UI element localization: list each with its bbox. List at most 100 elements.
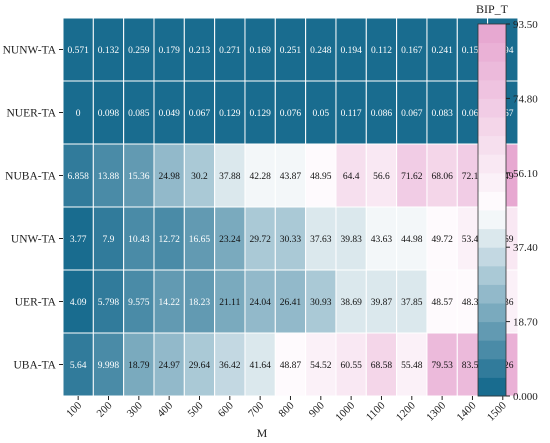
heatmap-cell <box>335 17 367 82</box>
heatmap-cell <box>153 80 185 145</box>
heatmap-cell <box>396 17 428 82</box>
cell-value-label: 71.62 <box>401 172 423 182</box>
colorbar-segment <box>478 117 506 137</box>
cell-value-label: 0.169 <box>249 46 271 56</box>
x-tick-label: 500 <box>185 399 206 420</box>
cell-value-label: 30.93 <box>310 298 332 308</box>
heatmap-cell <box>62 332 94 397</box>
cell-value-label: 0.085 <box>128 109 150 119</box>
cell-value-label: 0.05 <box>312 109 329 119</box>
colorbar: 0.000 18.70 37.40 56.10 74.80 93.50 <box>477 19 538 403</box>
colorbar-segment <box>478 321 506 341</box>
cell-value-label: 21.11 <box>219 298 240 308</box>
y-tick-labels: NUNW-TA NUER-TA NUBA-TA UNW-TA UER-TA UBA-TA <box>3 45 63 372</box>
cell-value-label: 29.72 <box>249 235 271 245</box>
cell-value-label: 39.83 <box>340 235 362 245</box>
cell-value-label: 18.79 <box>128 361 150 371</box>
cell-value-label: 72.15 <box>462 172 484 182</box>
cell-value-label: 30.2 <box>191 172 208 182</box>
colorbar-segment <box>478 377 506 397</box>
colorbar-frame <box>477 23 507 397</box>
cell-value-label: 83.56 <box>462 361 484 371</box>
cell-value-label: 0.132 <box>98 46 120 56</box>
x-tick-label: 1400 <box>455 399 479 423</box>
colorbar-segment <box>478 98 506 118</box>
heatmap-cell <box>214 332 246 397</box>
cell-value-label: 0.167 <box>401 46 423 56</box>
heatmap-cell <box>335 143 367 208</box>
cell-value-label: 0.213 <box>189 46 211 56</box>
heatmap-cell <box>426 143 458 208</box>
cell-value-label: 48.95 <box>310 172 332 182</box>
cell-value-label: 53.46 <box>462 235 484 245</box>
cell-value-label: 0.271 <box>219 46 241 56</box>
cell-value-label: 18.23 <box>189 298 211 308</box>
colorbar-segment <box>478 135 506 155</box>
colorbar-segment <box>478 247 506 267</box>
heatmap-cell <box>92 206 125 271</box>
cell-value-label: 5.64 <box>70 361 87 371</box>
cell-value-label: 0.067 <box>189 109 211 119</box>
colorbar-segment <box>478 265 506 285</box>
heatmap-cell <box>123 206 155 271</box>
cell-value-label: 48.87 <box>280 361 302 371</box>
y-tick-label: UBA-TA <box>13 360 56 372</box>
heatmap-cell <box>274 332 307 397</box>
x-tick-label: 1300 <box>424 399 448 423</box>
x-tick-label: 200 <box>94 399 115 420</box>
colorbar-tick-label: 93.50 <box>513 19 538 31</box>
cell-value-label: 0 <box>76 109 81 119</box>
colorbar-segment <box>478 42 506 62</box>
cell-value-label: 23.24 <box>219 235 241 245</box>
cell-value-label: 7.9 <box>103 235 115 245</box>
heatmap-cell <box>335 206 367 271</box>
heatmap-cell <box>426 332 458 397</box>
heatmap-cell <box>274 269 307 334</box>
cell-value-label: 38.69 <box>340 298 362 308</box>
colorbar-tick-label: 74.80 <box>513 93 538 105</box>
heatmap-cell <box>396 332 428 397</box>
heatmap-cell <box>214 269 246 334</box>
cell-value-label: 41.64 <box>249 361 271 371</box>
x-tick-label: 1500 <box>485 399 509 423</box>
heatmap-cell <box>396 80 428 145</box>
cell-value-label: 48.34 <box>462 298 484 308</box>
heatmap-cell <box>244 332 276 397</box>
cell-value-label: 0.179 <box>158 46 180 56</box>
cell-value-label: 0.098 <box>98 109 120 119</box>
x-tick-label: 900 <box>307 399 328 420</box>
heatmap-cell <box>335 332 367 397</box>
heatmap-cells <box>62 17 519 397</box>
heatmap-cell <box>244 80 276 145</box>
heatmap-cell <box>244 143 276 208</box>
heatmap-cell <box>305 206 337 271</box>
heatmap-cell <box>62 269 94 334</box>
cell-value-label: 0.086 <box>371 109 393 119</box>
y-tick-label: UER-TA <box>15 297 57 309</box>
cell-value-label: 0.251 <box>280 46 302 56</box>
cell-value-label: 29.64 <box>189 361 211 371</box>
cell-value-label: 9.998 <box>98 361 120 371</box>
colorbar-tick-label: 37.40 <box>513 242 538 254</box>
cell-value-label: 68.06 <box>431 172 453 182</box>
heatmap-cell <box>214 206 246 271</box>
heatmap-cell <box>214 17 246 82</box>
colorbar-segment <box>478 79 506 99</box>
colorbar-segment <box>478 303 506 323</box>
heatmap-cell <box>274 80 307 145</box>
cell-value-label: 24.04 <box>249 298 271 308</box>
heatmap-cell <box>92 332 125 397</box>
heatmap-cell <box>274 206 307 271</box>
heatmap-cell <box>426 269 458 334</box>
cell-value-label: 0.076 <box>280 109 302 119</box>
cell-value-label: 0.194 <box>340 46 362 56</box>
cell-value-label: 79.53 <box>431 361 453 371</box>
cell-value-label: 44.98 <box>401 235 423 245</box>
heatmap-cell <box>62 143 94 208</box>
heatmap-cell <box>153 206 185 271</box>
cell-value-label: 16.65 <box>189 235 211 245</box>
x-tick-labels: 100 200 300 400 500 600 700 800 900 1000 1100 1200 1… <box>64 396 509 424</box>
cell-value-label: 30.33 <box>280 235 302 245</box>
colorbar-segment <box>478 210 506 230</box>
